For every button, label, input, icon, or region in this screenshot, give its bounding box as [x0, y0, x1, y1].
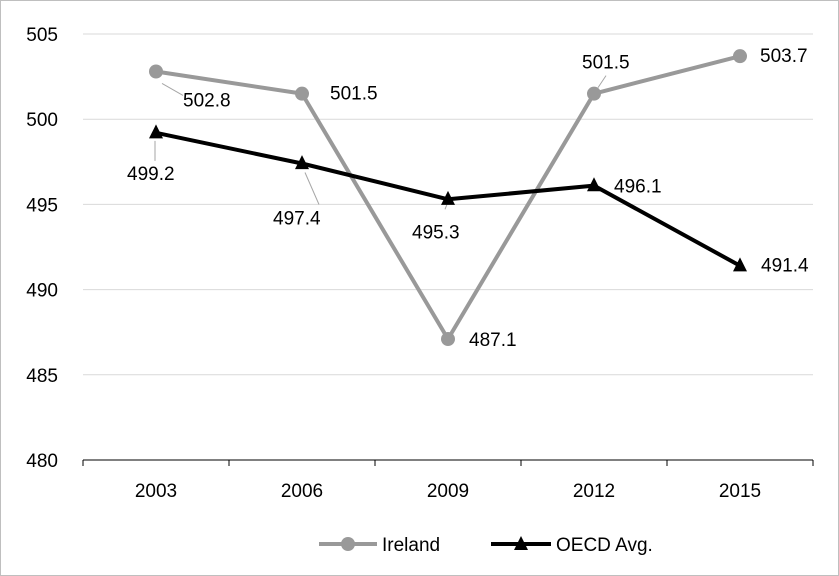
x-tick-label: 2015: [719, 481, 761, 502]
data-point-circle: [733, 49, 747, 64]
data-label: 503.7: [760, 46, 808, 67]
data-point-triangle: [587, 177, 601, 192]
label-leader-line: [597, 75, 607, 88]
legend-marker-circle: [341, 537, 355, 551]
data-label: 497.4: [273, 209, 321, 230]
y-axis-tick-labels: 480 485 490 495 500 505: [26, 25, 58, 472]
data-point-triangle: [149, 124, 163, 139]
legend-label: Ireland: [382, 535, 440, 556]
data-point-circle: [441, 332, 455, 347]
data-point-triangle: [733, 257, 747, 272]
data-label: 491.4: [761, 256, 809, 277]
x-tick-label: 2006: [281, 481, 323, 502]
label-leader-line: [161, 83, 184, 96]
data-labels: 502.8 501.5 487.1 501.5 503.7 499.2 497.4 495.3…: [127, 46, 809, 351]
x-axis-tick-labels: 2003 2006 2009 2012 2015: [135, 481, 761, 502]
data-point-circle: [295, 86, 309, 101]
axes: [82, 459, 814, 466]
y-tick-label: 480: [26, 451, 58, 472]
data-label: 501.5: [330, 84, 378, 105]
data-point-circle: [587, 86, 601, 101]
label-leader-line: [444, 204, 448, 210]
x-tick-label: 2009: [427, 481, 469, 502]
legend: Ireland OECD Avg.: [319, 535, 653, 556]
data-label: 502.8: [183, 90, 231, 111]
x-tick-label: 2003: [135, 481, 177, 502]
data-label: 487.1: [469, 330, 517, 351]
legend-label: OECD Avg.: [556, 535, 653, 556]
series-markers: [149, 49, 747, 347]
data-label: 501.5: [582, 53, 630, 74]
label-leader-line: [304, 172, 320, 205]
data-point-triangle: [295, 155, 309, 170]
data-label: 495.3: [412, 222, 460, 243]
data-point-triangle: [441, 190, 455, 205]
legend-marker-triangle: [514, 536, 528, 550]
data-label: 496.1: [614, 177, 662, 198]
y-tick-label: 485: [26, 366, 58, 387]
y-tick-label: 505: [26, 25, 58, 46]
label-leader-lines: [154, 75, 607, 210]
x-tick-label: 2012: [573, 481, 615, 502]
data-label: 499.2: [127, 164, 175, 185]
y-tick-label: 500: [26, 110, 58, 131]
y-tick-label: 495: [26, 195, 58, 216]
y-tick-label: 490: [26, 281, 58, 302]
data-point-circle: [149, 64, 163, 79]
